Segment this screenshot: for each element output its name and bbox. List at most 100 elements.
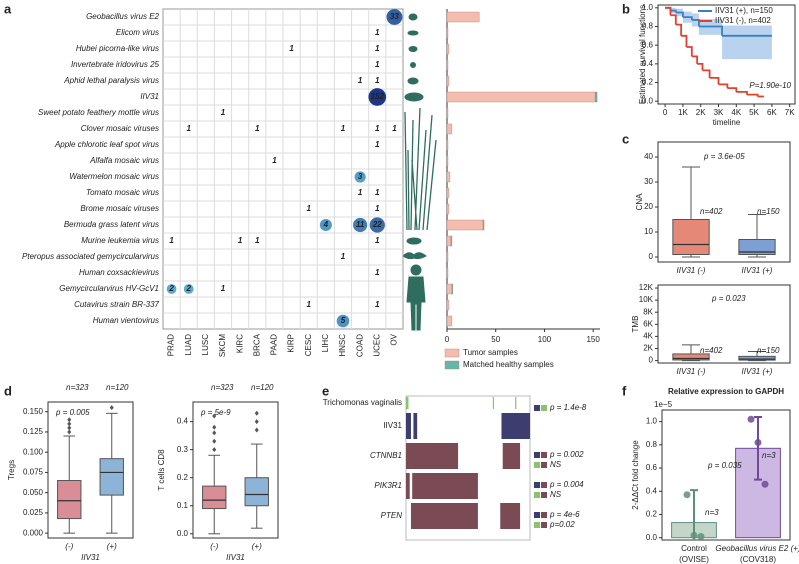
row-label: PIK3R1: [374, 481, 402, 490]
bar-segment: [450, 235, 453, 247]
plot-frame: [657, 4, 796, 105]
count-label: 1: [392, 124, 397, 133]
alteration: [502, 443, 521, 469]
row-label: PTEN: [381, 511, 403, 520]
y-tick-label: 0.125: [23, 427, 44, 436]
alteration: [413, 413, 418, 439]
column-label: LIHC: [321, 334, 330, 352]
survival-curve: [665, 6, 672, 16]
annotation: n=3: [762, 451, 776, 460]
legend-label: p=0.02: [549, 520, 575, 529]
count-label: 1: [358, 76, 363, 85]
row-label: Hubei picorna-like virus: [76, 44, 159, 53]
y-tick-label: 1.0: [646, 417, 658, 426]
plot-frame: [657, 141, 791, 263]
y-tick-label: 0.4: [177, 417, 189, 426]
count-label: 1: [375, 300, 380, 309]
icon: [410, 264, 422, 276]
bar-segment: [446, 203, 450, 215]
bar-segment: [446, 187, 450, 199]
count-label: 1: [341, 124, 346, 133]
alteration: [515, 397, 517, 409]
column-label: PAAD: [270, 334, 279, 355]
bar-segment: [446, 43, 450, 55]
outlier: [67, 425, 72, 431]
bar-segment: [446, 139, 449, 151]
x-tick-label: 3K: [714, 108, 724, 117]
annotation: p = 5e-9: [200, 408, 231, 417]
y-tick-label: 0.075: [23, 468, 44, 477]
outlier: [254, 427, 259, 433]
error-bar: [690, 489, 698, 540]
y-tick-label: 12K: [639, 283, 654, 292]
survival-curve: [727, 87, 738, 92]
count-label: 1: [375, 204, 380, 213]
outlier: [212, 438, 217, 444]
count-bubble: [353, 217, 368, 233]
alteration: [501, 413, 530, 439]
survival-curve: [691, 55, 699, 64]
row-label: Aphid lethal paralysis virus: [63, 76, 159, 85]
count-bubble: [319, 218, 332, 232]
column-label: SKCM: [218, 334, 227, 357]
count-label: 1: [375, 188, 380, 197]
count-label: 1: [375, 44, 380, 53]
y-tick-label: 10: [644, 227, 653, 236]
icon: [408, 46, 418, 52]
bar-segment: [446, 219, 484, 231]
legend-swatch: [541, 522, 547, 528]
x-tick-label: 5K: [749, 108, 759, 117]
x-axis-label: IIV31: [226, 553, 245, 562]
count-label: 1: [221, 284, 226, 293]
plot-frame: [47, 401, 134, 539]
x-tick-label: 100: [538, 335, 552, 344]
count-label: 1: [375, 28, 380, 37]
y-tick-label: 0.000: [23, 528, 44, 537]
x-tick-label: 7K: [785, 108, 795, 117]
legend-swatch: [534, 405, 540, 411]
outlier: [212, 424, 217, 430]
legend-swatch: [541, 452, 547, 458]
icon: [408, 13, 418, 21]
category-label: IIV31 (+): [742, 367, 773, 376]
outlier: [212, 447, 217, 453]
annotation: n=323: [66, 383, 89, 392]
y-tick-label: 30: [644, 177, 653, 186]
scale-label: 1e−5: [654, 400, 673, 409]
count-label: 1: [255, 124, 260, 133]
survival-curve: [746, 93, 759, 97]
y-axis-label: Tregs: [7, 460, 16, 480]
bar-segment: [446, 267, 449, 279]
count-label: 1: [255, 236, 260, 245]
outlier: [67, 421, 72, 427]
y-axis-label: T cells CD8: [157, 449, 166, 491]
survival-curve: [702, 69, 711, 78]
column-label: BRCA: [252, 333, 261, 356]
bar-segment: [446, 283, 453, 295]
category-label: IIV31 (-): [677, 367, 706, 376]
icon: [407, 30, 419, 36]
y-tick-label: 0: [649, 252, 654, 261]
alteration: [410, 503, 456, 529]
x-tick-label: 2K: [696, 108, 706, 117]
bar-segment: [482, 219, 485, 231]
survival-curve: [682, 16, 693, 20]
replicate-point: [697, 533, 705, 541]
y-tick-label: 0.0: [177, 529, 189, 538]
y-tick-label: 4K: [643, 332, 653, 341]
row-label: Human vientovirus: [93, 316, 159, 325]
box: [738, 239, 776, 255]
y-tick-label: 40: [644, 152, 653, 161]
outlier: [67, 417, 72, 423]
alteration: [406, 413, 411, 439]
count-label: 5: [341, 316, 346, 325]
row-label: Alfalfa mosaic virus: [89, 156, 159, 165]
annotation: n=120: [251, 383, 274, 392]
y-tick-label: 0.0: [642, 96, 654, 105]
x-tick-label: 4K: [731, 108, 741, 117]
icon: [410, 62, 416, 68]
survival-curve: [670, 14, 677, 25]
outlier: [109, 405, 114, 411]
panel-letter: b: [622, 1, 630, 16]
